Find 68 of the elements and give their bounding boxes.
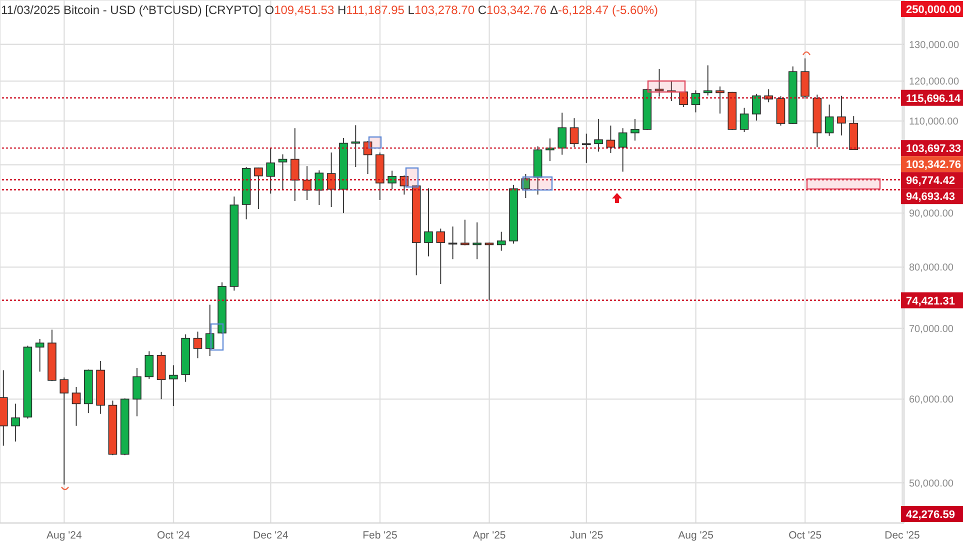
y-tick-label: 130,000.00	[909, 40, 960, 51]
candlestick	[132, 368, 142, 417]
candlestick	[11, 403, 20, 442]
candlestick	[460, 219, 470, 246]
candlestick	[752, 93, 761, 122]
candlestick	[716, 86, 724, 114]
y-tick-label: 120,000.00	[909, 76, 960, 88]
x-tick-label: Aug '25	[678, 529, 714, 542]
candlestick	[679, 91, 688, 108]
candlestick	[388, 170, 396, 190]
x-tick-label: Dec '25	[884, 529, 920, 542]
candlestick	[326, 152, 336, 208]
x-tick-label: Jun '25	[570, 529, 604, 542]
candlestick	[594, 118, 603, 152]
candlestick	[496, 231, 506, 252]
candlestick	[363, 140, 372, 175]
candlestick	[703, 64, 712, 96]
candlestick	[278, 154, 288, 191]
chart-title: 11/03/2025 Bitcoin - USD (^BTCUSD) [CRYPTO]	[1, 3, 262, 17]
y-tick-label: 80,000.00	[909, 262, 954, 274]
candlestick	[570, 118, 579, 148]
x-tick-label: Oct '24	[157, 529, 190, 542]
y-tick-label: 60,000.00	[909, 394, 954, 406]
candlestick	[824, 104, 834, 136]
chart-subtitle: O109,451.53 H111,187.95 L103,278.70 C103,342.76 Δ-6,128.47 (-5.60%)	[264, 3, 658, 17]
y-tick-label: 90,000.00	[909, 208, 954, 220]
x-tick-label: Oct '25	[788, 529, 822, 542]
candlestick	[837, 95, 846, 136]
x-tick-label: Aug '24	[46, 529, 82, 542]
candlestick	[254, 167, 263, 210]
candlestick	[169, 364, 178, 407]
candlestick	[448, 226, 458, 260]
ref-line-label: 94,693.43	[906, 191, 955, 204]
x-tick-label: Apr '25	[472, 529, 506, 542]
candlestick	[193, 331, 202, 359]
candlestick	[484, 242, 494, 301]
candlestick	[144, 350, 154, 380]
candlestick	[205, 304, 214, 357]
candlestick	[290, 128, 300, 202]
candlestick	[302, 166, 312, 201]
candlestick	[618, 128, 628, 172]
candlestick	[72, 386, 81, 426]
candlestick	[472, 222, 482, 260]
candlestick	[35, 338, 44, 372]
candlestick	[351, 124, 360, 168]
ref-line-label: 96,774.42	[906, 175, 955, 188]
candlestick	[424, 188, 433, 257]
candlestick	[436, 228, 446, 285]
candlestick	[667, 80, 676, 102]
candlestick	[691, 90, 700, 113]
y-tick-label: 110,000.00	[909, 116, 959, 128]
y-tick-label: 70,000.00	[909, 324, 954, 335]
ref-line-label: 74,421.31	[906, 295, 955, 308]
candlestick	[60, 376, 69, 486]
ref-line-label: 103,697.33	[906, 143, 962, 156]
x-tick-label: Feb '25	[362, 529, 398, 542]
candlestick	[266, 148, 276, 194]
candlestick	[558, 112, 567, 156]
y-tick-label: 50,000.00	[909, 478, 954, 490]
ref-line-label: 115,696.14	[906, 92, 962, 105]
text: 42,276.59	[906, 509, 955, 521]
text: 103,342.76	[906, 159, 962, 172]
candlestick	[740, 107, 749, 132]
text: 250,000.00	[906, 4, 962, 16]
candlestick	[400, 174, 409, 196]
candlestick	[606, 125, 616, 154]
candlestick	[630, 118, 640, 142]
x-tick-label: Dec '24	[253, 529, 288, 542]
